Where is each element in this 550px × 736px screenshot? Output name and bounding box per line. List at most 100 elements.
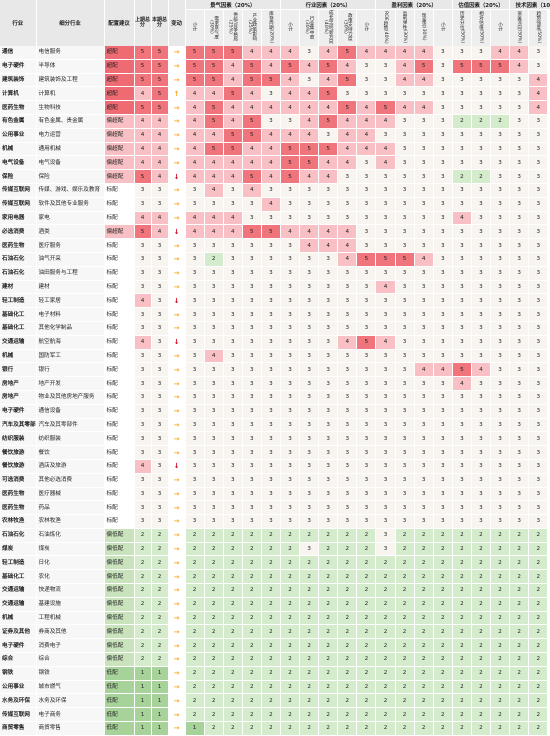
factor-score-cell: 2 bbox=[337, 624, 358, 640]
factor-score-cell: 2 bbox=[337, 569, 358, 585]
factor-score-cell: 4 bbox=[337, 238, 358, 253]
factor-score-cell: 4 bbox=[509, 59, 530, 74]
factor-score-cell: 3 bbox=[452, 500, 472, 516]
factor-score-cell: 3 bbox=[395, 169, 415, 184]
header-group-3: 估值因素（20%） bbox=[452, 0, 511, 10]
factor-score-cell: 3 bbox=[490, 459, 511, 474]
industry-cell: 机械 bbox=[0, 611, 37, 626]
prev-score-cell: 3 bbox=[134, 321, 152, 336]
factor-score-cell: 3 bbox=[223, 362, 243, 378]
factor-score-cell: 3 bbox=[490, 142, 511, 157]
factor-score-cell: 3 bbox=[337, 362, 358, 378]
factor-score-cell: 3 bbox=[356, 238, 377, 253]
factor-score-cell: 2 bbox=[318, 611, 339, 626]
arrow-right-icon: → bbox=[168, 418, 186, 433]
factor-score-cell: 3 bbox=[452, 183, 472, 198]
factor-score-cell: 4 bbox=[204, 349, 224, 364]
factor-score-cell: 3 bbox=[490, 349, 511, 364]
curr-score-cell: 3 bbox=[151, 473, 169, 488]
sub-industry-cell: 电力运营 bbox=[36, 128, 105, 143]
factor-score-cell: 3 bbox=[261, 252, 281, 267]
table-row: 建筑装饰 建筑装饰及工程 超配 5 5 → 5 5 4 5 5 4 3 4 5 3 3 4 4 3 3 3 3 3 4 bbox=[0, 73, 550, 88]
factor-score-cell: 2 bbox=[471, 169, 492, 184]
factor-score-cell: 3 bbox=[261, 404, 281, 419]
factor-score-cell: 3 bbox=[280, 418, 301, 433]
prev-score-cell: 5 bbox=[134, 100, 152, 115]
factor-score-cell: 3 bbox=[509, 86, 530, 102]
factor-score-cell: 3 bbox=[185, 404, 205, 419]
factor-score-cell: 3 bbox=[433, 266, 453, 281]
factor-score-cell: 2 bbox=[337, 693, 358, 709]
factor-score-cell: 2 bbox=[433, 693, 453, 709]
factor-score-cell: 2 bbox=[261, 707, 281, 723]
table-row: 医药生物 医疗服务 标配 3 3 → 3 3 3 3 3 3 4 4 4 3 3 3 3 3 3 3 3 3 3 bbox=[0, 238, 550, 253]
table-row: 有色金属 有色金属、贵金属 偏超配 4 4 → 4 5 4 5 3 3 4 5 4 4 4 3 3 3 2 2 2 3 3 bbox=[0, 114, 550, 129]
factor-score-cell: 3 bbox=[452, 155, 472, 171]
factor-score-cell: 2 bbox=[337, 652, 358, 667]
factor-score-cell: 3 bbox=[375, 211, 396, 226]
factor-score-cell: 5 bbox=[223, 142, 243, 157]
factor-score-cell: 2 bbox=[433, 652, 453, 667]
factor-score-cell: 3 bbox=[414, 445, 434, 460]
table-row: 机械 通用机械 偏超配 4 4 → 4 5 5 4 4 5 5 5 4 4 4 3 3 3 3 3 3 3 3 bbox=[0, 142, 550, 157]
factor-score-cell: 3 bbox=[471, 280, 492, 295]
header-curr-score: 本期总分 bbox=[151, 0, 169, 46]
industry-cell: 钢铁 bbox=[0, 666, 37, 681]
factor-score-cell: 3 bbox=[490, 155, 511, 171]
factor-score-cell: 3 bbox=[242, 362, 262, 378]
arrow-right-icon: → bbox=[168, 431, 186, 447]
factor-score-cell: 3 bbox=[204, 362, 224, 378]
factor-score-cell: 2 bbox=[261, 652, 281, 667]
factor-score-cell: 3 bbox=[509, 155, 530, 171]
factor-score-cell: 3 bbox=[375, 59, 396, 74]
factor-score-cell: 3 bbox=[242, 197, 262, 212]
table-body: 通信 电信服务 超配 5 5 → 5 5 5 4 4 4 3 4 5 4 4 4 4 3 3 3 4 4 3 电子硬件 半导体 超配 5… bbox=[0, 46, 550, 736]
factor-score-cell: 2 bbox=[299, 693, 320, 709]
factor-score-cell: 2 bbox=[223, 652, 243, 667]
arrow-down-icon: ↓ bbox=[168, 293, 186, 309]
curr-score-cell: 4 bbox=[151, 142, 169, 157]
industry-cell: 交通运输 bbox=[0, 583, 37, 598]
factor-score-cell: 3 bbox=[490, 238, 511, 253]
factor-score-cell: 3 bbox=[299, 211, 320, 226]
factor-score-cell: 2 bbox=[356, 555, 377, 571]
rating-cell: 偏低配 bbox=[104, 528, 135, 543]
prev-score-cell: 3 bbox=[134, 445, 152, 460]
factor-score-cell: 3 bbox=[299, 307, 320, 322]
factor-score-cell: 3 bbox=[509, 128, 530, 143]
factor-score-cell: 2 bbox=[223, 638, 243, 654]
header-industry: 行业 bbox=[0, 0, 37, 46]
factor-score-cell: 4 bbox=[280, 128, 301, 143]
factor-score-cell: 5 bbox=[318, 59, 339, 74]
sub-industry-cell: 有色金属、贵金属 bbox=[36, 114, 105, 129]
factor-score-cell: 2 bbox=[433, 583, 453, 598]
factor-score-cell: 4 bbox=[375, 155, 396, 171]
factor-score-cell: 3 bbox=[509, 362, 530, 378]
factor-score-cell: 3 bbox=[433, 86, 453, 102]
factor-score-cell: 2 bbox=[452, 707, 472, 723]
factor-score-cell: 2 bbox=[223, 555, 243, 571]
sub-industry-cell: 银行 bbox=[36, 362, 105, 378]
prev-score-cell: 2 bbox=[134, 611, 152, 626]
factor-score-cell: 3 bbox=[452, 100, 472, 115]
factor-score-cell: 3 bbox=[375, 197, 396, 212]
factor-score-cell: 5 bbox=[242, 224, 262, 240]
factor-score-cell: 3 bbox=[509, 487, 530, 502]
subheader-cell: ROE趋势(40%) bbox=[375, 9, 396, 46]
factor-score-cell: 5 bbox=[242, 59, 262, 74]
factor-score-cell: 3 bbox=[318, 252, 339, 267]
rating-cell: 超配 bbox=[104, 59, 135, 74]
factor-score-cell: 2 bbox=[471, 707, 492, 723]
factor-score-cell: 5 bbox=[337, 73, 358, 88]
sub-industry-cell: 通用机械 bbox=[36, 142, 105, 157]
factor-score-cell: 3 bbox=[337, 321, 358, 336]
factor-score-cell: 3 bbox=[375, 307, 396, 322]
subheader-cell: 需求景气度(30%) bbox=[204, 9, 224, 46]
factor-score-cell: 3 bbox=[452, 321, 472, 336]
factor-score-cell: 3 bbox=[280, 514, 301, 529]
factor-score-cell: 2 bbox=[433, 721, 453, 736]
factor-score-cell: 3 bbox=[223, 293, 243, 309]
factor-score-cell: 3 bbox=[185, 321, 205, 336]
arrow-right-icon: → bbox=[168, 142, 186, 157]
factor-score-cell: 3 bbox=[337, 169, 358, 184]
